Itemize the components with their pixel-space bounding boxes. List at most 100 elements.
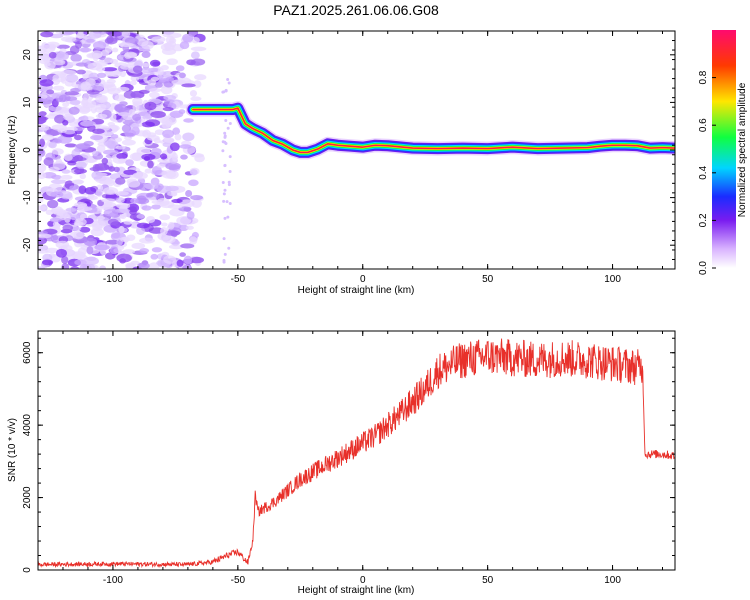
noise-blob [49,217,62,223]
noise-blob [112,47,119,53]
noise-blob [78,47,92,53]
noise-blob [106,140,119,150]
noise-blob [179,41,190,50]
noise-blob [154,82,163,88]
noise-blob [40,94,48,99]
noise-blob [43,157,54,166]
noise-blob [194,74,207,81]
noise-blob [84,186,97,195]
noise-blob [67,251,79,257]
noise-blob [174,133,182,141]
noise-blob [61,169,71,174]
noise-blob [74,134,83,141]
noise-blob [190,46,207,52]
noise-blob [86,246,94,255]
y-tick-label: 2000 [22,486,33,509]
noise-blob [96,144,106,153]
noise-blob [164,230,181,236]
noise-blob [183,118,194,123]
noise-blob [114,208,131,213]
noise-dot [227,183,231,187]
noise-blob [132,97,143,105]
noise-blob [105,239,120,245]
x-tick-label: -50 [231,274,246,285]
noise-blob [147,160,154,169]
noise-blob [118,158,126,164]
noise-blob [161,121,171,129]
noise-blob [160,227,168,236]
noise-blob [141,51,151,58]
noise-blob [121,139,136,146]
noise-blob [85,100,97,108]
noise-blob [130,198,139,204]
noise-blob [132,65,143,74]
noise-blob [131,242,146,250]
noise-blob [38,153,43,163]
noise-dot [222,237,226,241]
noise-blob [144,168,152,174]
noise-blob [120,64,133,70]
noise-blob [171,79,185,85]
noise-blob [151,36,166,43]
snr-ticks: -100 -50 0 50 100 0 2000 4000 6000 [22,331,675,586]
noise-blob [78,185,87,195]
y-tick-label: 0 [22,147,33,153]
noise-blob [148,87,162,93]
noise-blob [48,51,57,59]
x-tick-label: -100 [103,575,123,586]
noise-blob [63,113,74,121]
noise-blob [79,173,86,180]
noise-blob [102,149,119,155]
noise-blob [191,199,202,208]
noise-blob [69,99,81,106]
noise-dot [221,90,225,94]
noise-blob [169,110,184,118]
noise-blob [151,247,163,253]
noise-blob [189,236,198,245]
noise-blob [151,165,162,175]
noise-blob [88,31,102,39]
noise-blob [91,171,103,180]
noise-blob [52,235,59,241]
noise-blob [72,226,82,231]
noise-dot [223,131,227,135]
noise-blob [163,94,177,101]
noise-blob [83,237,98,247]
colorbar-tick-label: 0.2 [698,213,709,227]
noise-blob [167,204,183,209]
noise-blob [149,59,161,67]
noise-blob [182,33,194,43]
noise-blob [122,249,136,255]
noise-blob [106,84,117,92]
colorbar-tick-label: 0.8 [698,70,709,84]
noise-blob [38,115,47,125]
noise-blob [183,255,193,265]
noise-blob [141,40,154,50]
noise-blob [107,218,119,226]
noise-blob [163,255,177,264]
noise-blob [68,106,80,115]
noise-blob [156,197,170,207]
noise-blob [162,107,174,112]
x-tick-label: -100 [103,274,123,285]
noise-blob [166,58,178,66]
noise-blob [118,112,131,117]
noise-blob [163,137,175,144]
noise-dot [228,155,232,159]
noise-blob [121,31,131,38]
noise-blob [151,204,161,210]
noise-blob [163,42,173,49]
noise-blob [45,209,54,216]
noise-blob [132,171,148,180]
noise-blob [165,185,179,192]
snr-series [38,338,675,569]
x-tick-label: -50 [231,575,246,586]
colorbar: 0.0 0.2 0.4 0.6 0.8 Normalized spectral ampl… [698,30,748,275]
noise-dot [226,77,230,81]
noise-blob [185,189,193,197]
noise-blob [125,263,135,269]
noise-blob [74,168,87,174]
x-tick-label: 0 [360,274,366,285]
noise-blob [180,243,195,249]
